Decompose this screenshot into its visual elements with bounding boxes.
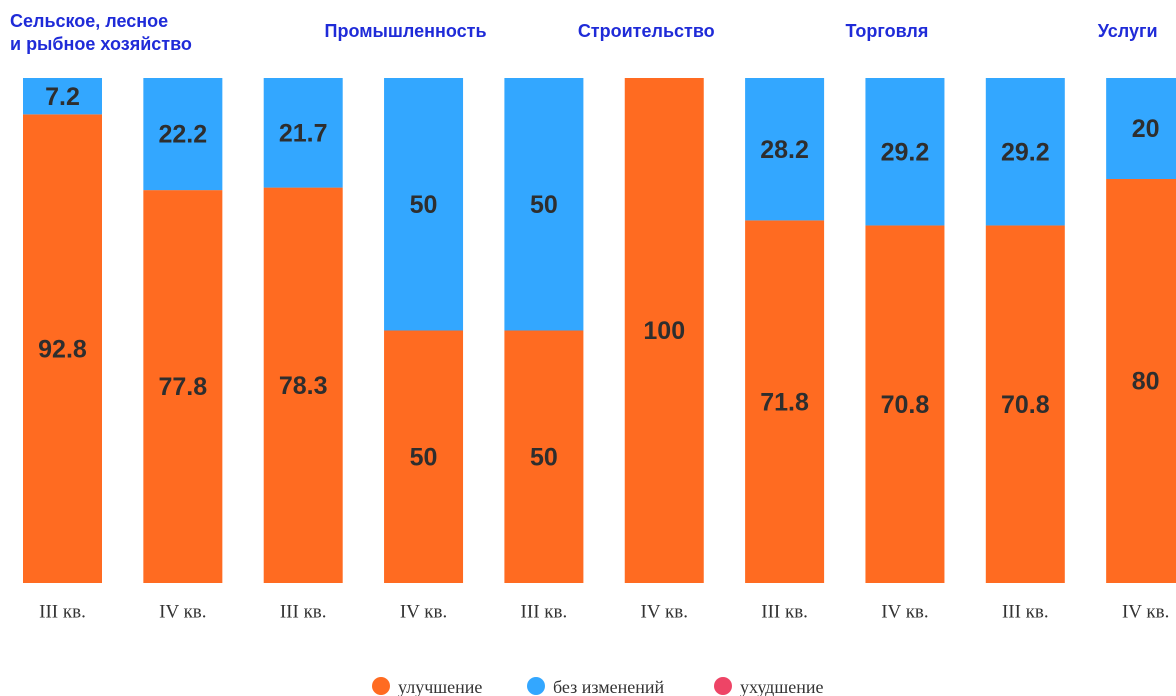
legend-marker: [714, 677, 732, 695]
group-title: Сельское, лесное: [10, 11, 168, 31]
x-tick-label: III кв.: [1002, 601, 1049, 622]
data-label: 92.8: [38, 335, 87, 363]
data-label: 28.2: [760, 136, 809, 164]
bar-segment: [23, 78, 102, 115]
bar-segment: [504, 78, 584, 331]
bar-segment: [143, 78, 223, 191]
data-label: 50: [530, 443, 558, 471]
bar-segment: [143, 190, 223, 584]
x-tick-label: IV кв.: [641, 601, 688, 622]
bar-segment: [384, 78, 464, 331]
data-label: 50: [530, 191, 558, 219]
data-label: 78.3: [279, 372, 328, 400]
bar-segment: [985, 225, 1065, 583]
data-label: 29.2: [1001, 138, 1050, 166]
data-label: 71.8: [760, 388, 809, 416]
x-tick-label: IV кв.: [400, 601, 447, 622]
data-label: 70.8: [881, 391, 930, 419]
bar-segment: [745, 78, 825, 221]
legend-label: улучшение: [398, 677, 482, 696]
bar-segment: [263, 78, 343, 188]
x-tick-label: IV кв.: [159, 601, 206, 622]
legend-marker: [527, 677, 545, 695]
bar-segment: [865, 225, 945, 583]
x-tick-label: IV кв.: [881, 601, 928, 622]
bar-segment: [263, 187, 343, 583]
bar-segment: [1106, 78, 1176, 179]
bar-segment: [384, 330, 464, 583]
data-label: 77.8: [159, 373, 208, 401]
bar-segment: [504, 330, 584, 583]
legend-label: ухудшение: [740, 677, 823, 696]
data-label: 29.2: [881, 138, 930, 166]
x-tick-label: IV кв.: [1122, 601, 1169, 622]
bar-segment: [624, 78, 704, 583]
data-label: 21.7: [279, 119, 328, 147]
data-label: 50: [410, 443, 438, 471]
x-tick-label: III кв.: [280, 601, 327, 622]
bar-segment: [1106, 179, 1176, 583]
bar-segment: [23, 114, 102, 584]
bar-segment: [985, 78, 1065, 226]
legend-label: без изменений: [553, 677, 664, 696]
group-title: Строительство: [578, 21, 715, 41]
x-tick-label: III кв.: [521, 601, 568, 622]
x-tick-label: III кв.: [761, 601, 808, 622]
bar-segment: [745, 220, 825, 583]
group-title: Промышленность: [325, 21, 487, 41]
group-title: Торговля: [846, 21, 929, 41]
group-title: Услуги: [1098, 21, 1158, 41]
data-label: 100: [643, 317, 685, 345]
data-label: 80: [1132, 368, 1160, 396]
legend-marker: [372, 677, 390, 695]
bar-segment: [865, 78, 945, 226]
data-label: 70.8: [1001, 391, 1050, 419]
data-label: 7.2: [45, 83, 80, 111]
data-label: 50: [410, 191, 438, 219]
group-title: и рыбное хозяйство: [10, 34, 192, 54]
x-tick-label: III кв.: [39, 601, 86, 622]
data-label: 22.2: [159, 121, 208, 149]
data-label: 20: [1132, 115, 1160, 143]
